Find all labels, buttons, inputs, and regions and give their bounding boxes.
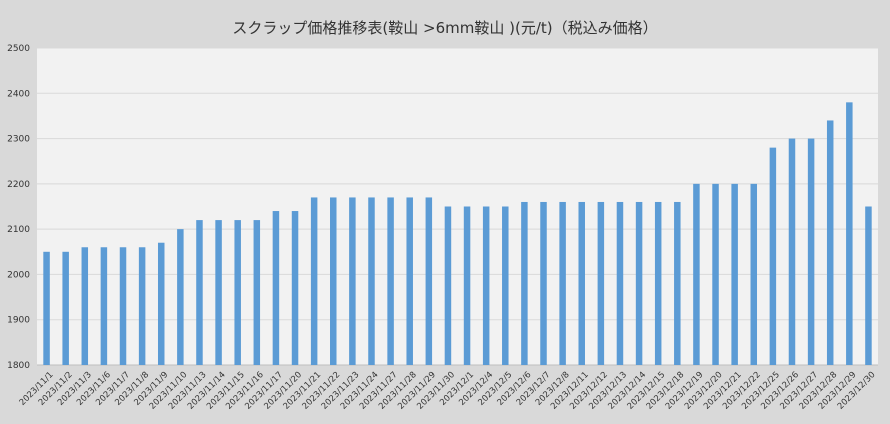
bar [349, 197, 356, 365]
bar [654, 201, 662, 365]
bar [157, 242, 165, 365]
bar [826, 120, 834, 365]
bar [846, 102, 853, 365]
x-axis-ticks: 2023/11/12023/11/22023/11/32023/11/62023… [18, 370, 878, 412]
y-tick-label: 1800 [7, 361, 30, 371]
bar [807, 138, 815, 365]
y-axis-ticks: 1800 1900 2000 2100 2200 2300 2400 2500 [7, 44, 30, 371]
y-tick-label: 2000 [7, 270, 30, 280]
y-tick-label: 2300 [7, 135, 30, 145]
y-tick-label: 2400 [7, 89, 30, 99]
y-tick-label: 2500 [7, 44, 30, 54]
bar [138, 247, 146, 365]
bar [43, 251, 50, 365]
bar [119, 247, 127, 365]
bar [215, 220, 222, 365]
bar [769, 147, 777, 365]
bar [196, 220, 203, 365]
bar [502, 206, 509, 365]
bar [731, 183, 738, 365]
y-tick-label: 2100 [7, 225, 30, 235]
bar [387, 197, 394, 365]
bar [368, 197, 375, 365]
y-tick-label: 2200 [7, 180, 30, 190]
bar [81, 247, 89, 365]
bar [234, 220, 241, 365]
bar [253, 220, 261, 365]
bar [712, 183, 719, 365]
bar [597, 201, 605, 365]
bar [177, 229, 184, 365]
bar [616, 201, 624, 365]
bar [482, 206, 490, 365]
bar [272, 211, 280, 365]
bar [444, 206, 452, 365]
bar [540, 201, 547, 365]
bar [788, 138, 796, 365]
chart-title: スクラップ価格推移表(鞍山 >6mm鞍山 )(元/t)（税込み価格） [232, 19, 658, 37]
bar [406, 197, 413, 365]
bars [43, 102, 872, 365]
bar [559, 201, 566, 365]
bar [62, 251, 69, 365]
y-tick-label: 1900 [7, 316, 30, 326]
bar [750, 183, 758, 365]
bar [310, 197, 318, 365]
bar [578, 201, 585, 365]
bar [693, 183, 700, 365]
bar [635, 201, 643, 365]
bar [100, 247, 108, 365]
bar [674, 201, 681, 365]
bar [291, 211, 299, 365]
bar [425, 197, 433, 365]
bar [521, 201, 528, 365]
bar [463, 206, 471, 365]
bar [330, 197, 337, 365]
bar [865, 206, 872, 365]
